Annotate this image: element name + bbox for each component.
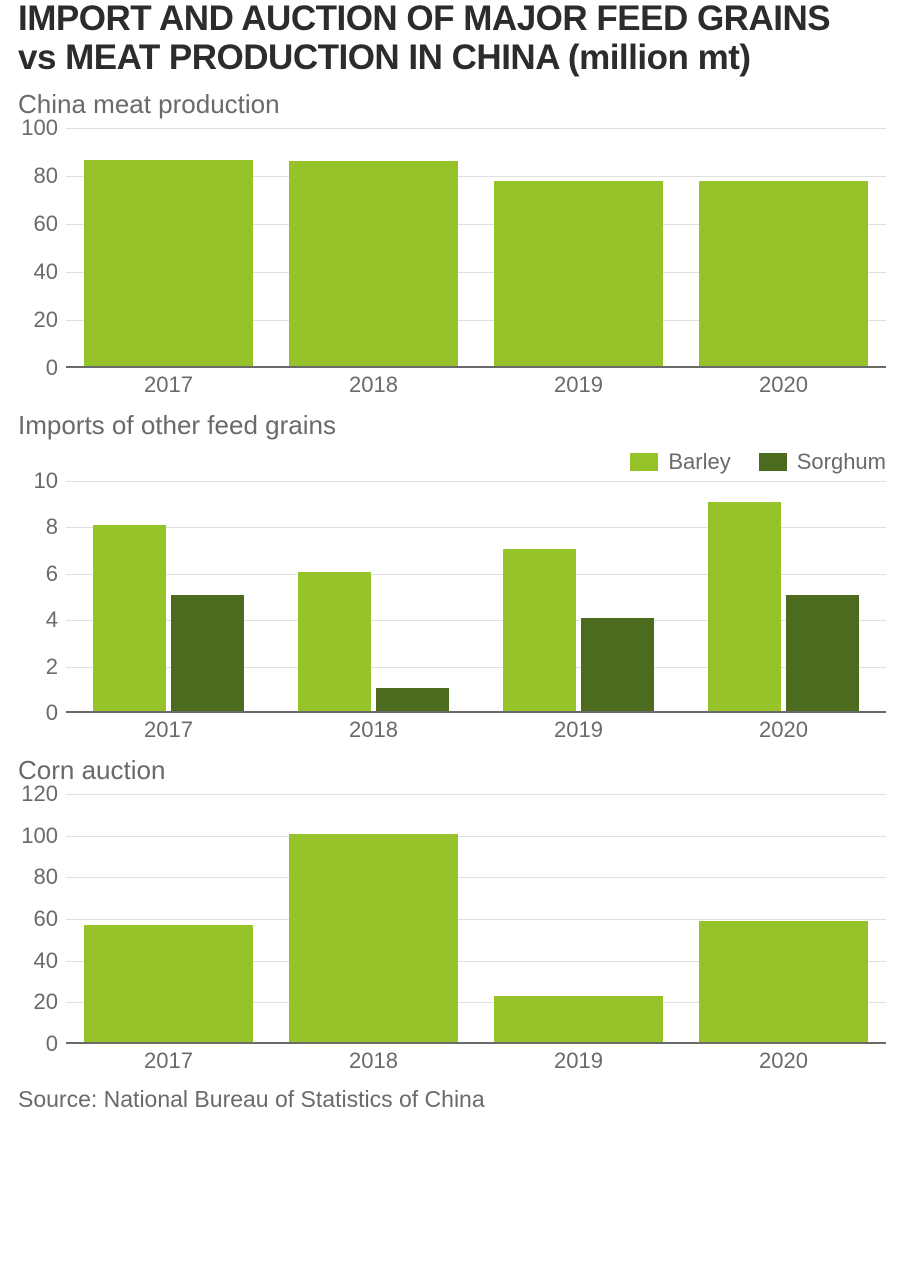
gridline <box>66 481 886 482</box>
y-tick-label: 120 <box>21 781 66 807</box>
x-tick-label: 2019 <box>554 1042 603 1074</box>
bar <box>93 525 167 711</box>
bar <box>84 160 252 366</box>
y-tick-label: 60 <box>34 906 66 932</box>
bar <box>503 549 577 711</box>
gridline <box>66 794 886 795</box>
y-tick-label: 80 <box>34 864 66 890</box>
y-tick-label: 100 <box>21 115 66 141</box>
legend-label: Sorghum <box>797 449 886 475</box>
panel-title: Corn auction <box>18 755 906 786</box>
panel-title: China meat production <box>18 89 906 120</box>
x-tick-label: 2017 <box>144 366 193 398</box>
y-tick-label: 4 <box>46 607 66 633</box>
bar <box>786 595 860 711</box>
legend: Barley Sorghum <box>18 449 906 475</box>
x-tick-label: 2017 <box>144 711 193 743</box>
title-line-1: IMPORT AND AUCTION OF MAJOR FEED GRAINS <box>18 0 830 38</box>
panel-corn-auction: Corn auction0204060801001202017201820192… <box>18 755 906 1086</box>
bar <box>581 618 655 711</box>
panel-title: Imports of other feed grains <box>18 410 906 441</box>
y-tick-label: 40 <box>34 948 66 974</box>
gridline <box>66 128 886 129</box>
bar <box>699 921 867 1042</box>
x-tick-label: 2020 <box>759 366 808 398</box>
panel-meat-production: China meat production0204060801002017201… <box>18 89 906 410</box>
bar <box>708 502 782 711</box>
source-text: Source: National Bureau of Statistics of… <box>18 1086 906 1113</box>
y-tick-label: 0 <box>46 355 66 381</box>
y-tick-label: 80 <box>34 163 66 189</box>
bar <box>699 181 867 366</box>
plot-area: 0204060801002017201820192020 <box>66 128 886 368</box>
bar <box>298 572 372 711</box>
panel-imports-feed-grains: Imports of other feed grains Barley Sorghu… <box>18 410 906 755</box>
bar <box>171 595 245 711</box>
x-tick-label: 2019 <box>554 711 603 743</box>
plot-area: 02468102017201820192020 <box>66 481 886 713</box>
legend-label: Barley <box>668 449 730 475</box>
bar <box>289 834 457 1042</box>
x-tick-label: 2020 <box>759 711 808 743</box>
bar <box>494 181 662 366</box>
legend-item: Barley <box>630 449 730 475</box>
legend-swatch <box>630 453 658 471</box>
bar <box>376 688 450 711</box>
y-tick-label: 10 <box>34 468 66 494</box>
main-title: IMPORT AND AUCTION OF MAJOR FEED GRAINS … <box>18 0 906 77</box>
y-tick-label: 20 <box>34 989 66 1015</box>
y-tick-label: 100 <box>21 823 66 849</box>
x-tick-label: 2019 <box>554 366 603 398</box>
gridline <box>66 877 886 878</box>
title-line-2: vs MEAT PRODUCTION IN CHINA (million mt) <box>18 38 751 77</box>
bar <box>84 925 252 1042</box>
chart-wrap: 0204060801001202017201820192020 <box>18 794 906 1086</box>
chart-wrap: 02468102017201820192020 <box>18 481 906 755</box>
chart-wrap: 0204060801002017201820192020 <box>18 128 906 410</box>
x-tick-label: 2018 <box>349 366 398 398</box>
plot-area: 0204060801001202017201820192020 <box>66 794 886 1044</box>
x-tick-label: 2018 <box>349 1042 398 1074</box>
gridline <box>66 836 886 837</box>
y-tick-label: 20 <box>34 307 66 333</box>
x-tick-label: 2017 <box>144 1042 193 1074</box>
y-tick-label: 8 <box>46 514 66 540</box>
y-tick-label: 2 <box>46 654 66 680</box>
y-tick-label: 40 <box>34 259 66 285</box>
y-tick-label: 0 <box>46 1031 66 1057</box>
y-tick-label: 0 <box>46 700 66 726</box>
legend-item: Sorghum <box>759 449 886 475</box>
gridline <box>66 919 886 920</box>
x-tick-label: 2020 <box>759 1042 808 1074</box>
legend-swatch <box>759 453 787 471</box>
x-tick-label: 2018 <box>349 711 398 743</box>
y-tick-label: 60 <box>34 211 66 237</box>
y-tick-label: 6 <box>46 561 66 587</box>
bar <box>289 161 457 366</box>
bar <box>494 996 662 1042</box>
